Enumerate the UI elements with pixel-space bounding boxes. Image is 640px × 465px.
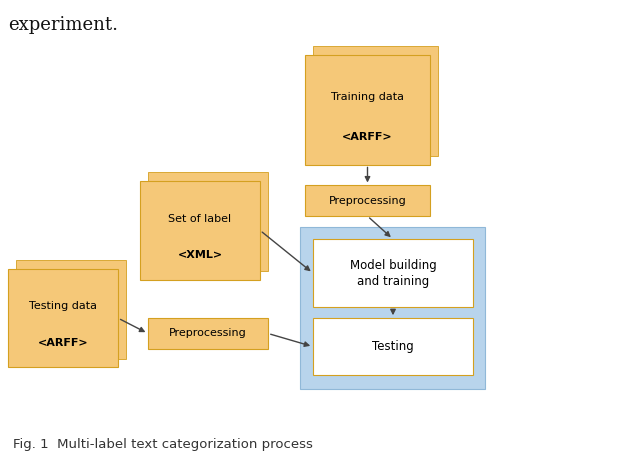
Text: Training data: Training data: [331, 92, 404, 101]
Bar: [313, 46, 438, 156]
Text: and training: and training: [357, 275, 429, 288]
Bar: [140, 181, 260, 280]
Text: Set of label: Set of label: [168, 213, 232, 224]
Bar: [8, 269, 118, 367]
Text: Fig. 1  Multi-label text categorization process: Fig. 1 Multi-label text categorization p…: [13, 438, 313, 451]
Text: experiment.: experiment.: [8, 16, 118, 34]
Bar: [305, 55, 430, 165]
Bar: [300, 227, 485, 389]
Text: Preprocessing: Preprocessing: [169, 328, 247, 339]
Text: <ARFF>: <ARFF>: [342, 132, 393, 142]
Text: Testing: Testing: [372, 340, 414, 353]
Bar: [148, 318, 268, 349]
Text: <ARFF>: <ARFF>: [38, 338, 88, 348]
Bar: [148, 172, 268, 271]
Bar: [313, 318, 473, 375]
Bar: [305, 186, 430, 216]
Text: Testing data: Testing data: [29, 301, 97, 311]
Text: <XML>: <XML>: [177, 250, 223, 260]
Text: Model building: Model building: [349, 259, 436, 272]
Text: Preprocessing: Preprocessing: [328, 196, 406, 206]
Bar: [16, 260, 126, 359]
Bar: [313, 239, 473, 307]
